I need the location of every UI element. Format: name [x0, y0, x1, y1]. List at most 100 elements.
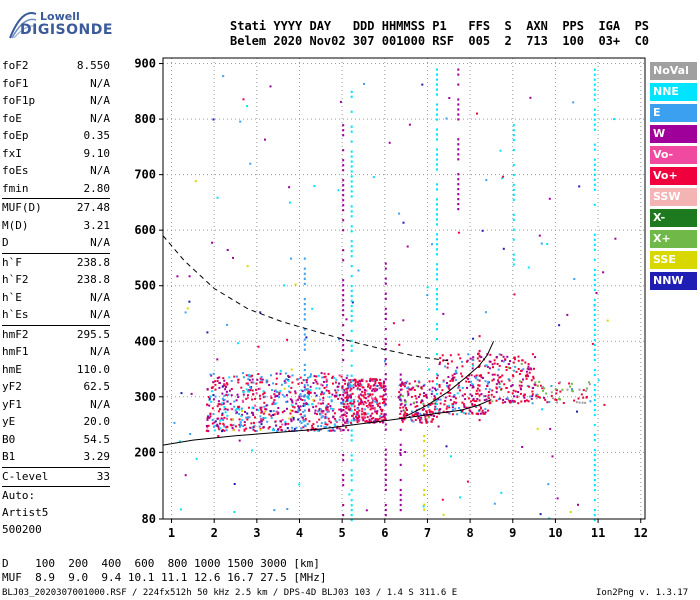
- echo-point: [351, 402, 354, 405]
- echo-point: [333, 377, 336, 380]
- echo-point: [298, 397, 301, 399]
- echo-point: [275, 372, 278, 375]
- echo-point: [250, 387, 253, 390]
- echo-point: [290, 420, 293, 423]
- echo-point: [436, 158, 438, 161]
- x-tick-label: 6: [381, 526, 388, 540]
- echo-point: [206, 418, 209, 421]
- param-value: N/A: [90, 164, 110, 177]
- echo-point: [335, 378, 338, 381]
- param-row: B0 54.5: [2, 431, 110, 449]
- echo-point: [364, 413, 367, 416]
- echo-point: [345, 407, 348, 410]
- echo-point: [211, 419, 214, 421]
- echo-point: [478, 379, 481, 382]
- echo-point: [291, 415, 294, 418]
- echo-point: [233, 483, 236, 485]
- echo-point: [312, 427, 315, 429]
- param-label: h`F: [2, 255, 22, 269]
- echo-point: [401, 381, 404, 384]
- echo-point: [342, 289, 345, 292]
- echo-point: [593, 499, 596, 502]
- echo-point: [316, 413, 318, 416]
- echo-point: [508, 399, 511, 402]
- echo-point: [398, 417, 401, 419]
- echo-point: [434, 402, 437, 405]
- param-value: N/A: [90, 76, 110, 90]
- echo-point: [422, 384, 425, 387]
- echo-point: [342, 149, 345, 152]
- echo-point: [350, 469, 353, 472]
- echo-point: [424, 418, 427, 421]
- echo-point: [322, 402, 325, 405]
- echo-point: [255, 388, 257, 391]
- echo-point: [285, 401, 288, 403]
- echo-point: [505, 369, 508, 371]
- echo-point: [359, 401, 362, 404]
- echo-point: [342, 309, 345, 312]
- echo-point: [300, 389, 303, 392]
- echo-point: [321, 384, 324, 387]
- echo-point: [330, 399, 333, 402]
- echo-point: [500, 380, 503, 383]
- param-label: yF2: [2, 380, 22, 393]
- echo-point: [342, 334, 345, 337]
- echo-point: [487, 394, 490, 397]
- echo-point: [527, 363, 530, 366]
- echo-point: [376, 412, 378, 415]
- echo-point: [436, 133, 438, 136]
- echo-point: [357, 414, 360, 417]
- echo-point: [302, 411, 305, 413]
- echo-point: [412, 386, 415, 389]
- echo-point: [453, 401, 456, 404]
- echo-point: [334, 425, 337, 427]
- echo-point: [436, 198, 438, 201]
- x-tick-label: 9: [509, 526, 516, 540]
- autoscale-line: Auto:: [2, 489, 36, 502]
- param-label: foE: [2, 111, 22, 125]
- param-value: 9.10: [83, 146, 111, 160]
- echo-point: [303, 313, 306, 316]
- echo-point: [421, 83, 424, 86]
- echo-point: [499, 397, 501, 400]
- echo-point: [422, 505, 425, 508]
- echo-point: [593, 298, 596, 301]
- echo-point: [515, 370, 518, 373]
- echo-point: [438, 410, 441, 413]
- echo-point: [461, 410, 463, 413]
- echo-point: [239, 120, 242, 123]
- echo-point: [352, 402, 355, 405]
- echo-point: [593, 358, 596, 361]
- echo-point: [276, 395, 279, 397]
- echo-point: [384, 317, 387, 320]
- echo-point: [277, 411, 280, 414]
- echo-point: [350, 514, 353, 517]
- echo-point: [373, 378, 376, 381]
- echo-point: [325, 406, 328, 409]
- echo-point: [305, 379, 308, 381]
- echo-point: [384, 292, 387, 295]
- echo-point: [369, 385, 372, 388]
- echo-point: [487, 396, 489, 399]
- echo-point: [461, 401, 464, 404]
- y-tick-label: 500: [134, 279, 156, 293]
- echo-point: [384, 373, 387, 376]
- echo-point: [350, 130, 353, 133]
- echo-point: [379, 415, 382, 418]
- echo-point: [230, 408, 233, 410]
- echo-point: [318, 418, 321, 421]
- echo-point: [350, 309, 353, 313]
- echo-point: [347, 399, 350, 402]
- echo-point: [297, 378, 300, 381]
- echo-point: [500, 353, 503, 356]
- echo-point: [486, 365, 489, 368]
- echo-point: [295, 426, 298, 429]
- echo-point: [589, 400, 592, 403]
- echo-point: [511, 384, 514, 386]
- echo-point: [593, 108, 596, 111]
- echo-point: [274, 420, 277, 423]
- echo-point: [316, 429, 319, 432]
- echo-point: [350, 125, 353, 128]
- echo-point: [384, 473, 387, 476]
- echo-point: [262, 393, 265, 396]
